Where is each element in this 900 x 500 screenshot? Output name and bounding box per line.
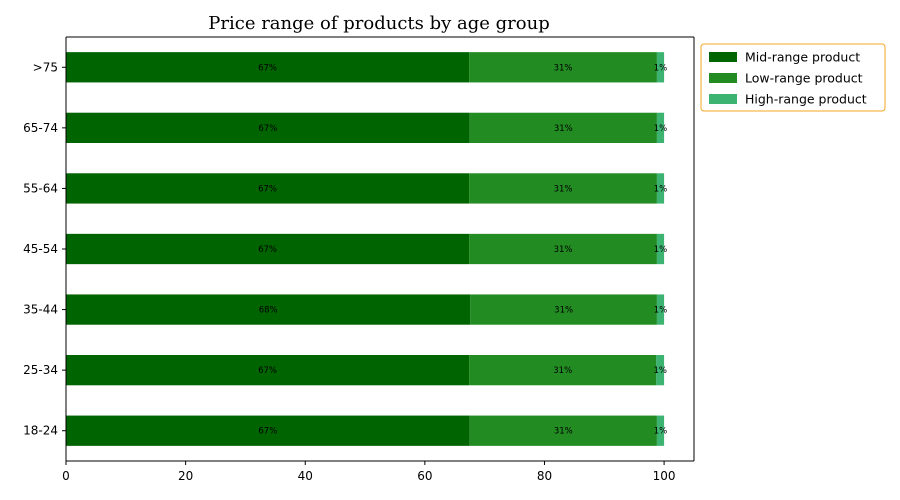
bar-label-55-64-series-0: 67% bbox=[258, 184, 277, 194]
bar-25-34-series-0 bbox=[66, 355, 470, 386]
bar-label-65-74-series-2: 1% bbox=[654, 124, 668, 134]
bar-65-74-series-0 bbox=[66, 112, 470, 143]
bar-25-34-series-2 bbox=[656, 355, 665, 386]
bar-label-65-74-series-1: 31% bbox=[554, 124, 573, 134]
bar-label-45-54-series-1: 31% bbox=[554, 245, 573, 255]
x-tick-label-40: 40 bbox=[298, 469, 313, 483]
bar-55-64-series-0 bbox=[66, 173, 470, 204]
legend-swatch-0 bbox=[709, 52, 737, 62]
bar->75-series-0 bbox=[66, 52, 470, 83]
bar-label-55-64-series-2: 1% bbox=[654, 184, 668, 194]
legend-frame bbox=[700, 43, 886, 112]
bar-label-35-44-series-2: 1% bbox=[654, 306, 668, 316]
bars-group: 67% 31% 1% 67% 31% 1% 68% 31% 1% 67% 31% 1% 67% 31% 1%… bbox=[66, 52, 667, 446]
bar-55-64-series-2 bbox=[656, 173, 665, 204]
bar-65-74-series-2 bbox=[656, 112, 665, 143]
bar-18-24-series-2 bbox=[656, 415, 665, 446]
bar->75-series-2 bbox=[656, 52, 665, 83]
bar-label-35-44-series-1: 31% bbox=[554, 306, 573, 316]
legend-label-1: Low-range product bbox=[745, 71, 863, 86]
y-tick-label-35-44: 35-44 bbox=[23, 303, 58, 317]
bar-35-44-series-0 bbox=[66, 294, 471, 325]
bar-label-18-24-series-0: 67% bbox=[258, 427, 277, 437]
bar-55-64-series-1 bbox=[469, 173, 657, 204]
axes-group: 0 20 40 60 80 100 18-24 25-34 35-44 45-54 55-64 65-… bbox=[23, 36, 695, 483]
y-tick-label-55-64: 55-64 bbox=[23, 181, 58, 195]
bar-25-34-series-1 bbox=[469, 355, 657, 386]
bar-18-24-series-1 bbox=[469, 415, 657, 446]
legend-label-2: High-range product bbox=[745, 92, 867, 107]
bar-45-54-series-2 bbox=[656, 233, 665, 265]
bar-label->75-series-1: 31% bbox=[554, 63, 573, 73]
y-tick-label-25-34: 25-34 bbox=[23, 363, 58, 377]
bar-label-25-34-series-1: 31% bbox=[553, 366, 572, 376]
x-tick-label-0: 0 bbox=[62, 469, 70, 483]
bar-label->75-series-2: 1% bbox=[654, 63, 668, 73]
bar-35-44-series-1 bbox=[470, 294, 657, 325]
x-tick-label-60: 60 bbox=[417, 469, 432, 483]
y-tick-label-65-74: 65-74 bbox=[23, 121, 58, 135]
legend-swatch-2 bbox=[709, 94, 737, 104]
bar-label-18-24-series-1: 31% bbox=[554, 427, 573, 437]
bar-label->75-series-0: 67% bbox=[258, 63, 277, 73]
bar-label-18-24-series-2: 1% bbox=[654, 427, 668, 437]
bar->75-series-1 bbox=[469, 52, 657, 83]
y-tick-label->75: >75 bbox=[33, 60, 58, 74]
bar-label-45-54-series-0: 67% bbox=[258, 245, 277, 255]
legend-swatch-1 bbox=[709, 73, 737, 83]
bar-18-24-series-0 bbox=[66, 415, 470, 446]
bar-label-65-74-series-0: 67% bbox=[258, 124, 277, 134]
x-tick-label-20: 20 bbox=[178, 469, 193, 483]
x-tick-label-80: 80 bbox=[537, 469, 552, 483]
legend: Mid-range product Low-range product High-r… bbox=[700, 43, 886, 112]
y-tick-label-18-24: 18-24 bbox=[23, 424, 58, 438]
bar-label-25-34-series-0: 67% bbox=[258, 366, 277, 376]
bar-45-54-series-1 bbox=[469, 233, 657, 265]
y-tick-label-45-54: 45-54 bbox=[23, 242, 58, 256]
legend-label-0: Mid-range product bbox=[745, 50, 860, 65]
bar-label-45-54-series-2: 1% bbox=[654, 245, 668, 255]
chart-title: Price range of products by age group bbox=[208, 13, 549, 34]
x-tick-label-100: 100 bbox=[653, 469, 676, 483]
bar-label-55-64-series-1: 31% bbox=[554, 184, 573, 194]
bar-35-44-series-2 bbox=[656, 294, 665, 325]
bar-label-25-34-series-2: 1% bbox=[653, 366, 667, 376]
bar-label-35-44-series-0: 68% bbox=[259, 306, 278, 316]
bar-65-74-series-1 bbox=[469, 112, 657, 143]
bar-45-54-series-0 bbox=[66, 233, 470, 265]
